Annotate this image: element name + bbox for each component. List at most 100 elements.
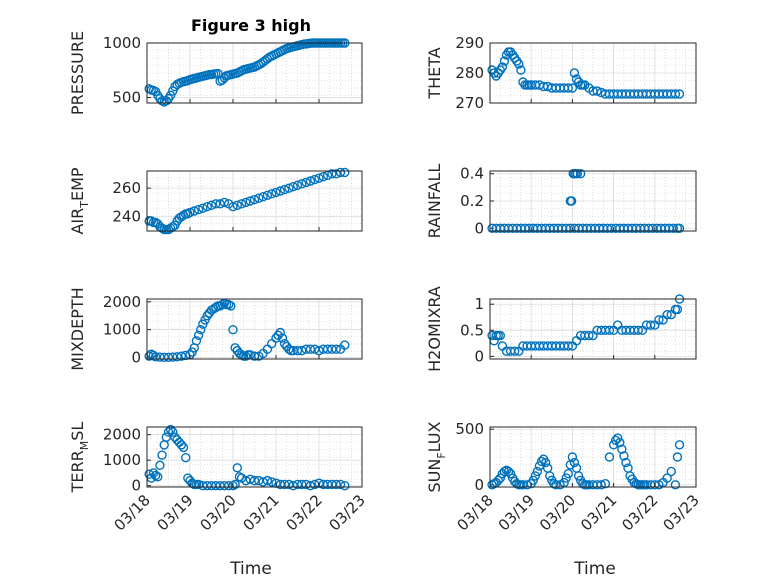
data-point [497, 341, 508, 351]
y-tick-label: 0 [474, 476, 484, 494]
y-tick-label: 500 [112, 89, 141, 107]
axes-frame [489, 170, 697, 232]
axes-frame [146, 298, 363, 360]
data-point [573, 471, 584, 481]
x-tick-label: 03/18 [454, 491, 497, 534]
data-point [335, 167, 346, 178]
data-point [617, 444, 627, 454]
data-point [267, 189, 277, 199]
data-point [176, 351, 187, 361]
data-point [551, 480, 561, 490]
y-tick-label: 2000 [103, 293, 141, 311]
data-point [567, 452, 578, 462]
axes-frame [489, 42, 697, 104]
data-point [495, 473, 505, 483]
y-tick-label: 290 [455, 34, 484, 52]
data-point [262, 475, 273, 486]
data-point [284, 344, 294, 354]
y-tick-label: 500 [455, 420, 484, 438]
subplot-theta: 270 280 290 THETA [425, 34, 697, 112]
data-point [670, 480, 681, 490]
y-tick-label: 2000 [103, 426, 141, 444]
data-point [572, 169, 583, 179]
y-axis-label: TERRMSL [68, 422, 91, 494]
data-point [232, 463, 243, 473]
data-point [600, 478, 611, 489]
data-point [571, 336, 582, 346]
y-axis-label: THETA [425, 47, 444, 99]
x-tick-label: 03/20 [536, 491, 579, 534]
data-point [191, 336, 202, 346]
data-point [236, 199, 247, 209]
axes-frame [146, 426, 363, 488]
y-tick-label: 1000 [103, 321, 141, 339]
data-point [619, 451, 629, 461]
y-tick-label: 260 [112, 179, 141, 197]
y-tick-label: 0 [131, 349, 141, 367]
data-point [536, 456, 547, 467]
data-point [288, 481, 298, 491]
y-axis-label-part: SL [68, 422, 87, 441]
data-point [516, 65, 526, 75]
data-point [176, 440, 187, 450]
data-point [596, 480, 606, 490]
data-point [277, 333, 288, 343]
data-point [157, 450, 167, 460]
y-axis-label: AIRTEMP [68, 167, 91, 234]
y-tick-label: 1000 [103, 451, 141, 469]
subplot-rainfall: 0 0.2 0.4 RAINFALL [425, 164, 697, 239]
data-point [155, 460, 165, 470]
data-point [223, 299, 234, 310]
data-point [279, 184, 290, 195]
x-tick-label: 03/20 [197, 491, 240, 534]
y-tick-label: 1000 [103, 34, 141, 52]
y-tick-label: 0.4 [460, 165, 484, 183]
data-point [575, 169, 586, 179]
y-tick-label: 0.2 [460, 192, 484, 210]
y-axis-label-part: PRESSURE [68, 31, 87, 115]
data-point [604, 452, 615, 462]
data-point [165, 90, 176, 101]
data-point [672, 452, 683, 462]
data-point [178, 442, 189, 453]
data-point [499, 56, 510, 66]
data-point [615, 437, 625, 448]
x-tick-label: 03/22 [283, 491, 326, 534]
y-axis-label-part: RAINFALL [425, 164, 444, 239]
data-point [150, 470, 161, 481]
x-tick-label: 03/18 [111, 491, 154, 534]
x-axis-label-right: Time [573, 559, 616, 579]
y-axis-label: H2OMIXRA [425, 286, 444, 372]
axes-frame [489, 426, 697, 488]
data-point [288, 182, 298, 192]
x-tick-label: 03/23 [326, 491, 369, 534]
data-point [510, 346, 520, 356]
data-point [514, 59, 524, 69]
data-point [314, 173, 324, 183]
data-point [305, 176, 316, 186]
data-point [254, 193, 264, 203]
data-point [633, 325, 644, 336]
data-point [567, 83, 578, 93]
data-point [654, 315, 664, 325]
x-tick-label: 03/19 [495, 491, 538, 534]
data-point [172, 352, 182, 362]
data-point [608, 440, 619, 450]
data-point [563, 468, 573, 479]
data-point [185, 207, 195, 218]
data-point [228, 324, 238, 335]
data-point [297, 179, 307, 189]
data-point [604, 325, 615, 336]
data-point [670, 89, 681, 99]
data-point [305, 344, 316, 354]
data-point [672, 304, 683, 315]
subplot-air-temp: 240 260 AIRTEMP [68, 167, 363, 235]
y-tick-label: 270 [455, 94, 484, 112]
data-point [495, 330, 505, 341]
y-axis-label-part: H2OMIXRA [425, 286, 444, 372]
y-axis-label: MIXDEPTH [68, 287, 87, 370]
data-point [267, 477, 277, 487]
data-point [275, 327, 285, 338]
x-tick-label: 03/23 [660, 491, 703, 534]
